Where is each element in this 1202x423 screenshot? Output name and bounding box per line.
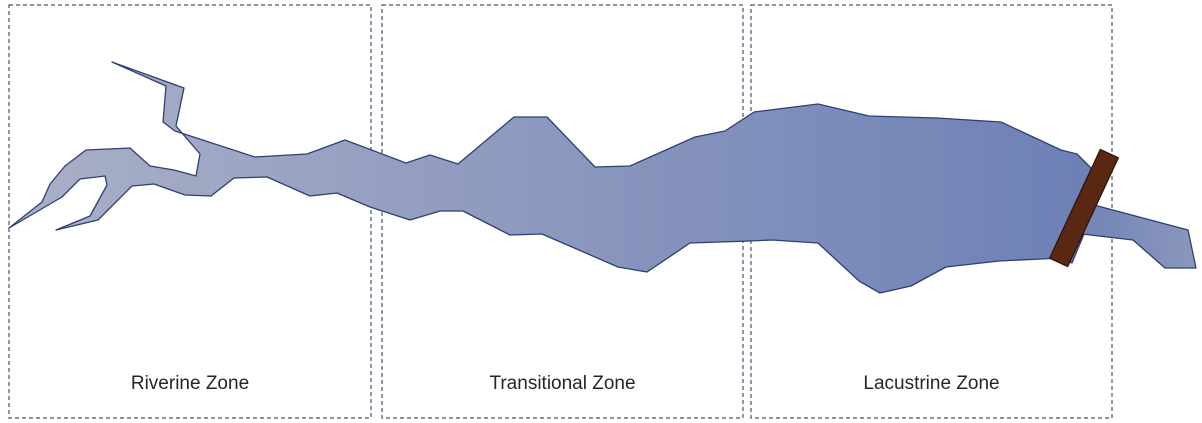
- riverine-zone-box: [8, 4, 372, 419]
- outlet-channel: [1081, 204, 1197, 269]
- reservoir-water-body: [8, 61, 1097, 294]
- lacustrine-zone-label: Lacustrine Zone: [863, 373, 1000, 394]
- dam-structure: [1048, 148, 1120, 268]
- transitional-zone-label: Transitional Zone: [489, 373, 636, 394]
- riverine-zone-label: Riverine Zone: [130, 373, 250, 394]
